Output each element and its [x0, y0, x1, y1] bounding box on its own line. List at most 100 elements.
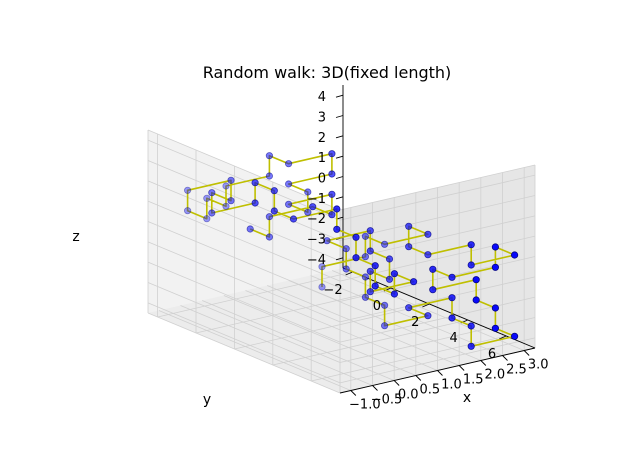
walk-point	[203, 194, 211, 202]
walk-point	[409, 278, 418, 286]
walk-point	[270, 207, 278, 215]
x-tick-label: 1.0	[441, 378, 462, 393]
z-tick-label: 3	[318, 111, 326, 126]
walk-point	[184, 207, 192, 215]
walk-point	[380, 301, 389, 309]
x-tick-mark	[350, 390, 357, 396]
z-tick-label: −4	[307, 253, 326, 268]
walk-point	[448, 314, 456, 322]
y-tick-label: 4	[450, 331, 458, 346]
x-tick-mark	[415, 375, 422, 381]
z-tick-label: 4	[318, 90, 326, 105]
walk-point	[284, 200, 293, 208]
x-tick-mark	[393, 380, 400, 386]
walk-point	[472, 296, 480, 304]
walk-point	[491, 243, 499, 251]
walk-point	[284, 160, 293, 168]
tick-labels: −1.0−0.50.0 0.5 1.0 1.5 2.0 2.5 3.0 −2 0 2 4 6 −4 −3 −…	[307, 90, 549, 412]
walk-point	[380, 322, 389, 330]
x-tick-label: 0.0	[398, 388, 419, 403]
x-tick-label: 3.0	[528, 358, 549, 373]
y-tick-label: 2	[411, 315, 419, 330]
grid-line-x	[245, 290, 438, 371]
grid-line-z	[147, 200, 341, 282]
walk-point	[467, 241, 475, 249]
walk-point	[265, 152, 273, 160]
walk-point	[251, 199, 259, 207]
walk-point	[309, 203, 317, 211]
walk-point	[366, 247, 374, 255]
walk-point	[467, 342, 475, 350]
z-tick-mark	[335, 196, 344, 200]
walk-point	[265, 172, 273, 180]
z-tick-mark	[335, 176, 344, 179]
z-axis-label: z	[72, 229, 79, 245]
x-tick-mark	[458, 365, 465, 371]
walk-point	[371, 282, 379, 290]
x-tick-label: 2.0	[484, 368, 505, 383]
walk-point	[361, 273, 369, 281]
walk-point	[448, 294, 456, 302]
grid-line-x	[267, 285, 460, 366]
walk-point	[429, 265, 437, 273]
x-tick-label: 2.5	[506, 363, 527, 378]
walk-point	[328, 211, 336, 219]
y-tick-mark	[422, 303, 430, 308]
walk-point	[318, 263, 326, 271]
walk-point	[328, 190, 336, 198]
walk-point	[491, 263, 499, 271]
walk-point	[405, 243, 413, 251]
x-tick-label: 0.5	[419, 383, 440, 398]
grid-line-x	[223, 295, 416, 376]
y-axis-label: y	[203, 392, 211, 408]
z-tick-mark	[335, 257, 344, 261]
walk-point	[390, 270, 398, 278]
walk-point	[429, 286, 437, 294]
grid-line-z	[147, 261, 341, 343]
grid-line-y	[311, 335, 507, 382]
z-tick-label: −2	[307, 212, 326, 227]
x-tick-mark	[372, 385, 378, 391]
walk-point	[222, 202, 230, 210]
grid-line-y	[272, 319, 468, 366]
walk-point	[203, 215, 211, 223]
z-tick-mark	[335, 94, 344, 98]
walk-point	[366, 288, 374, 296]
z-tick-label: 2	[318, 131, 326, 146]
walk-point	[366, 227, 374, 235]
z-tick-label: 1	[318, 151, 326, 166]
walk-point	[510, 251, 519, 259]
walk-point	[510, 332, 519, 340]
walk-point	[328, 150, 336, 158]
grid-line-x	[158, 310, 351, 391]
walk-point	[265, 233, 273, 241]
walk-point	[208, 209, 216, 217]
x-tick-mark	[480, 360, 487, 366]
walk-point	[333, 205, 341, 213]
chart-title: Random walk: 3D(fixed length)	[203, 63, 452, 82]
z-tick-mark	[335, 155, 344, 159]
pane-edge	[147, 312, 341, 394]
walk-point	[424, 312, 432, 320]
grid-line-z	[147, 160, 341, 241]
walk-point	[304, 188, 312, 196]
walk-point	[318, 283, 326, 291]
x-tick-mark	[502, 355, 508, 361]
walk-point	[323, 237, 331, 245]
walk-point	[251, 179, 259, 187]
walk-point	[491, 304, 499, 312]
walk-point	[385, 275, 394, 283]
walk-point	[472, 276, 480, 284]
walk-point	[467, 322, 475, 330]
walk-point	[227, 197, 235, 205]
grid-line-y	[234, 303, 430, 350]
walk-point	[424, 230, 432, 238]
walk-point	[304, 208, 312, 216]
grid-line-x	[332, 270, 525, 351]
z-tick-label: −3	[307, 233, 326, 248]
x-tick-mark	[437, 370, 443, 376]
walk-point	[361, 253, 369, 261]
walk-point	[352, 233, 360, 241]
